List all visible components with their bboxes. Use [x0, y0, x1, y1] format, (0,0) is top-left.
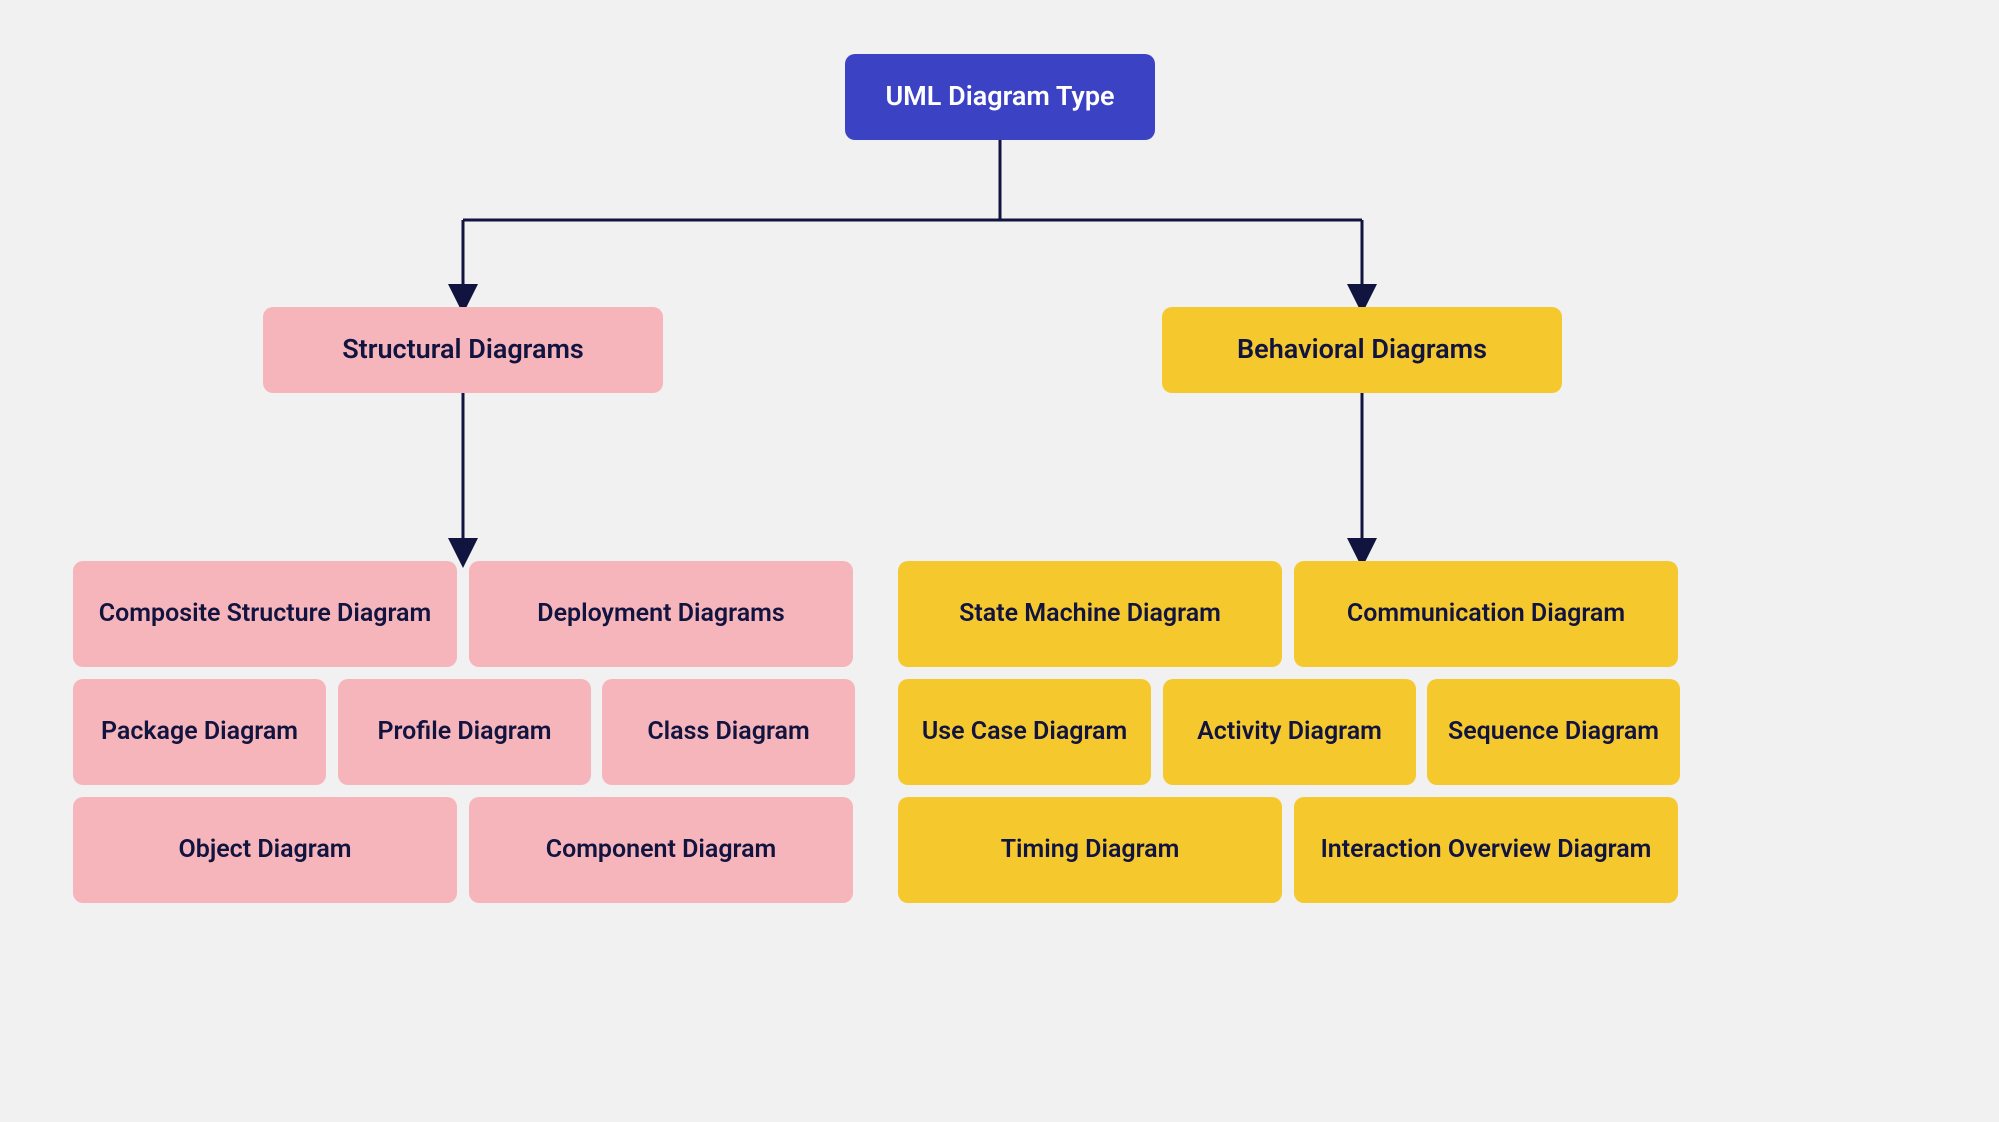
node-structural: Structural Diagrams — [263, 307, 663, 393]
node-component: Component Diagram — [469, 797, 853, 903]
node-object: Object Diagram — [73, 797, 457, 903]
node-sequence: Sequence Diagram — [1427, 679, 1680, 785]
node-activity: Activity Diagram — [1163, 679, 1416, 785]
uml-diagram-tree: UML Diagram Type Structural Diagrams Behav… — [0, 0, 1999, 1122]
node-interaction: Interaction Overview Diagram — [1294, 797, 1678, 903]
node-profile: Profile Diagram — [338, 679, 591, 785]
node-deployment: Deployment Diagrams — [469, 561, 853, 667]
node-communication: Communication Diagram — [1294, 561, 1678, 667]
node-class: Class Diagram — [602, 679, 855, 785]
node-package: Package Diagram — [73, 679, 326, 785]
node-timing: Timing Diagram — [898, 797, 1282, 903]
node-state: State Machine Diagram — [898, 561, 1282, 667]
node-composite: Composite Structure Diagram — [73, 561, 457, 667]
node-root: UML Diagram Type — [845, 54, 1155, 140]
node-behavioral: Behavioral Diagrams — [1162, 307, 1562, 393]
node-usecase: Use Case Diagram — [898, 679, 1151, 785]
